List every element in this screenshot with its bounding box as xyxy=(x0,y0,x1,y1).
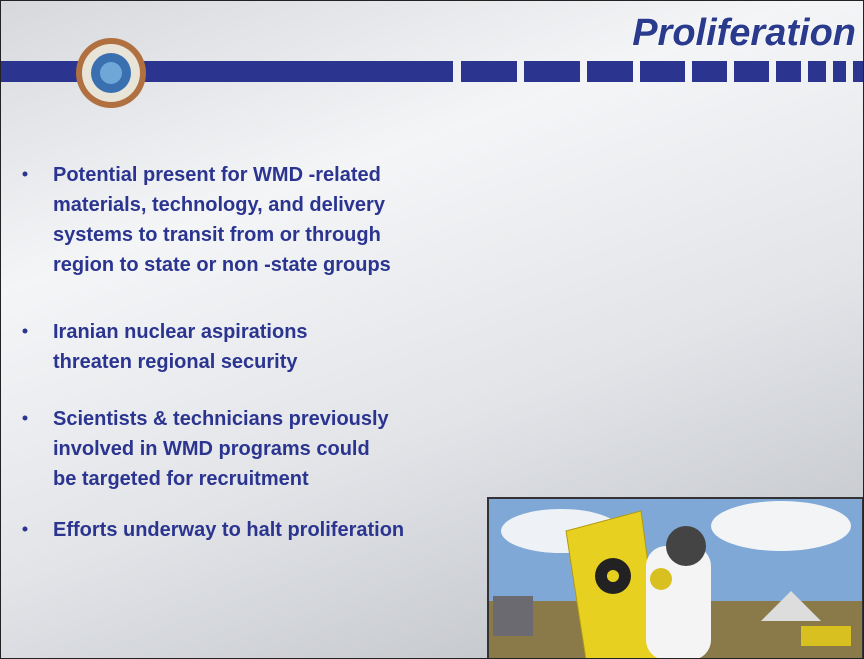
bullet-text: be targeted for recruitment xyxy=(53,468,309,490)
bullet-text: Iranian nuclear aspirations xyxy=(53,321,308,343)
bullet-text: involved in WMD programs could xyxy=(53,438,370,460)
bullet-text: Efforts underway to halt proliferation xyxy=(53,519,404,541)
bullet-dot xyxy=(23,172,28,177)
bullet-text: region to state or non -state groups xyxy=(53,254,391,276)
bullet-dot xyxy=(23,329,28,334)
bullet-text: materials, technology, and delivery xyxy=(53,194,386,216)
slide-title: Proliferation xyxy=(632,12,856,54)
slide-canvas: Proliferation Potential present for WMD … xyxy=(1,1,863,658)
seal xyxy=(76,38,146,108)
slide: Proliferation Potential present for WMD … xyxy=(0,0,864,659)
bullet-dot xyxy=(23,527,28,532)
bullet-text: Scientists & technicians previously xyxy=(53,408,390,430)
bullet-dot xyxy=(23,416,28,421)
photo xyxy=(488,498,863,658)
bullet-text: threaten regional security xyxy=(53,351,298,373)
bullet-text: Potential present for WMD -related xyxy=(53,164,381,186)
bullet-text: systems to transit from or through xyxy=(53,224,381,246)
